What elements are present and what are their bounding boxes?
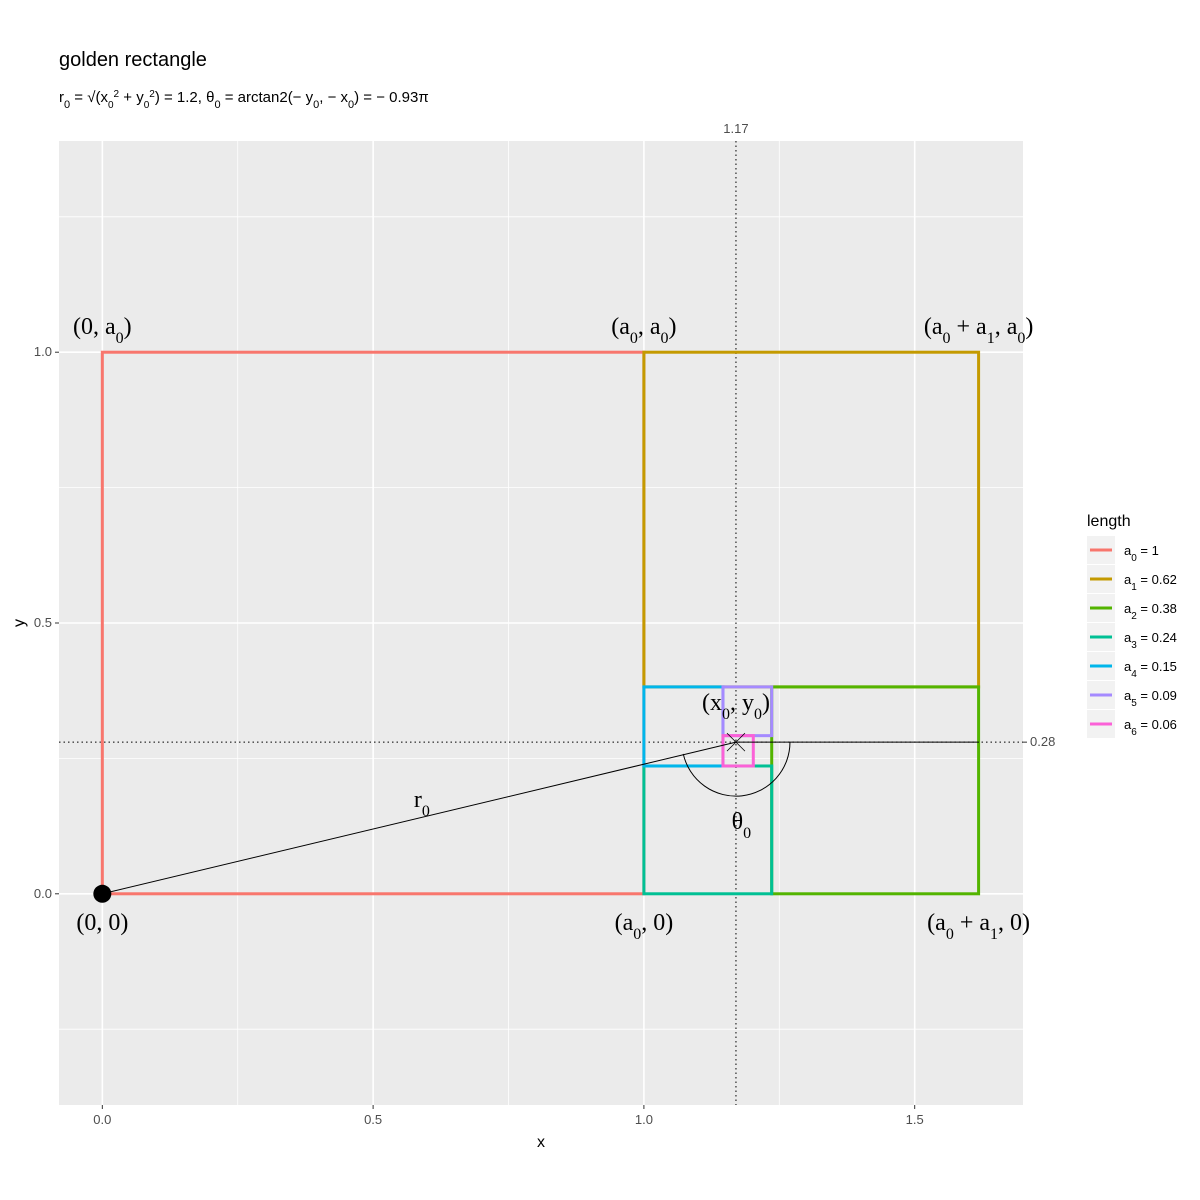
legend-item: a1 = 0.62: [1087, 565, 1177, 593]
angle-arc: [682, 742, 791, 797]
center-point-marker: [726, 732, 746, 752]
coordinate-label: (a0 + a1, a0): [924, 314, 1034, 347]
legend-title: length: [1087, 513, 1131, 530]
legend-label: a4 = 0.15: [1124, 659, 1177, 680]
y-axis-title: y: [11, 619, 28, 627]
legend-item: a6 = 0.06: [1087, 710, 1177, 738]
legend-item: a3 = 0.24: [1087, 623, 1177, 651]
golden-rectangles: [100, 350, 981, 896]
annotations: (a0, a0) (0, a0) (a0 + a1, a0) (0, 0) (a0, 0…: [73, 314, 1033, 942]
legend-item: a5 = 0.09: [1087, 681, 1177, 709]
legend-label: a6 = 0.06: [1124, 717, 1177, 738]
coordinate-label: (a0, 0): [615, 910, 674, 943]
legend-label: a5 = 0.09: [1124, 688, 1177, 709]
coordinate-label: (0, 0): [76, 910, 128, 936]
radius-line: [102, 741, 737, 895]
legend-label: a2 = 0.38: [1124, 601, 1177, 622]
chart-subtitle: r0 = √(x02 + y02) = 1.2, θ0 = arctan2(− …: [59, 89, 429, 112]
x-tick-label: 1.5: [906, 1112, 924, 1127]
chart-title: golden rectangle: [59, 49, 207, 71]
legend-items: a0 = 1 a1 = 0.62 a2 = 0.38 a3 = 0.24 a4 = 0.…: [1087, 536, 1177, 738]
y-tick-label: 0.5: [34, 615, 52, 630]
legend: length a0 = 1 a1 = 0.62 a2 = 0.38 a3 = 0.24…: [1087, 513, 1177, 738]
legend-item: a0 = 1: [1087, 536, 1159, 564]
coordinate-label: (0, a0): [73, 314, 132, 347]
x-tick-label: 1.0: [635, 1112, 653, 1127]
x-axis-ticks: 0.0 0.5 1.0 1.5: [93, 1105, 924, 1127]
radius-label: r0: [414, 787, 430, 820]
origin-point: [93, 884, 112, 903]
legend-item: a4 = 0.15: [1087, 652, 1177, 680]
reference-lines: 1.17 0.28: [59, 121, 1055, 1105]
x-axis-title: x: [537, 1134, 545, 1151]
horizontal-reference-label: 0.28: [1030, 734, 1055, 749]
polar-geometry: r0 θ0: [93, 732, 979, 903]
x-tick-label: 0.5: [364, 1112, 382, 1127]
legend-label: a0 = 1: [1124, 543, 1159, 564]
y-tick-label: 0.0: [34, 886, 52, 901]
y-tick-label: 1.0: [34, 344, 52, 359]
rectangle-a6: [721, 734, 755, 768]
legend-item: a2 = 0.38: [1087, 594, 1177, 622]
coordinate-label: (x0, y0): [702, 690, 770, 723]
legend-label: a1 = 0.62: [1124, 572, 1177, 593]
legend-label: a3 = 0.24: [1124, 630, 1177, 651]
vertical-reference-label: 1.17: [723, 121, 748, 136]
angle-label: θ0: [732, 809, 752, 842]
coordinate-label: (a0 + a1, 0): [927, 910, 1030, 943]
x-tick-label: 0.0: [93, 1112, 111, 1127]
y-axis-ticks: 0.0 0.5 1.0: [34, 344, 59, 901]
coordinate-label: (a0, a0): [611, 314, 676, 347]
